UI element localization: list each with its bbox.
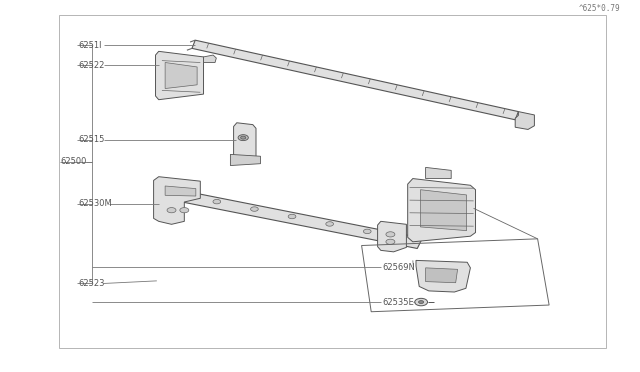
Bar (59, 15, 606, 348)
Polygon shape (165, 62, 197, 89)
Text: ^625*0.79: ^625*0.79 (579, 4, 621, 13)
Polygon shape (173, 190, 422, 248)
Polygon shape (515, 112, 534, 129)
Polygon shape (426, 268, 458, 283)
Polygon shape (192, 40, 518, 120)
Circle shape (288, 214, 296, 219)
Circle shape (251, 207, 259, 211)
Polygon shape (230, 154, 260, 166)
Circle shape (419, 301, 424, 304)
Circle shape (213, 199, 221, 204)
Circle shape (241, 136, 246, 139)
Polygon shape (378, 221, 406, 252)
Circle shape (238, 135, 248, 141)
Circle shape (386, 232, 395, 237)
Polygon shape (234, 123, 256, 164)
Text: 62515: 62515 (78, 135, 104, 144)
Polygon shape (156, 51, 204, 100)
Polygon shape (416, 260, 470, 292)
Circle shape (167, 208, 176, 213)
Text: 6251l: 6251l (78, 41, 102, 50)
Circle shape (415, 298, 428, 306)
Polygon shape (426, 167, 451, 179)
Text: 62522: 62522 (78, 61, 104, 70)
Polygon shape (408, 179, 476, 242)
Text: 62535E: 62535E (383, 298, 415, 307)
Circle shape (326, 222, 333, 226)
Circle shape (180, 208, 189, 213)
Circle shape (364, 229, 371, 234)
Polygon shape (420, 190, 467, 231)
Polygon shape (154, 177, 200, 224)
Text: 62500: 62500 (60, 157, 86, 166)
Text: 62569N: 62569N (383, 263, 415, 272)
Text: 62523: 62523 (78, 279, 104, 288)
Polygon shape (165, 186, 196, 196)
Polygon shape (204, 55, 216, 62)
Circle shape (386, 239, 395, 244)
Text: 62530M: 62530M (78, 199, 112, 208)
